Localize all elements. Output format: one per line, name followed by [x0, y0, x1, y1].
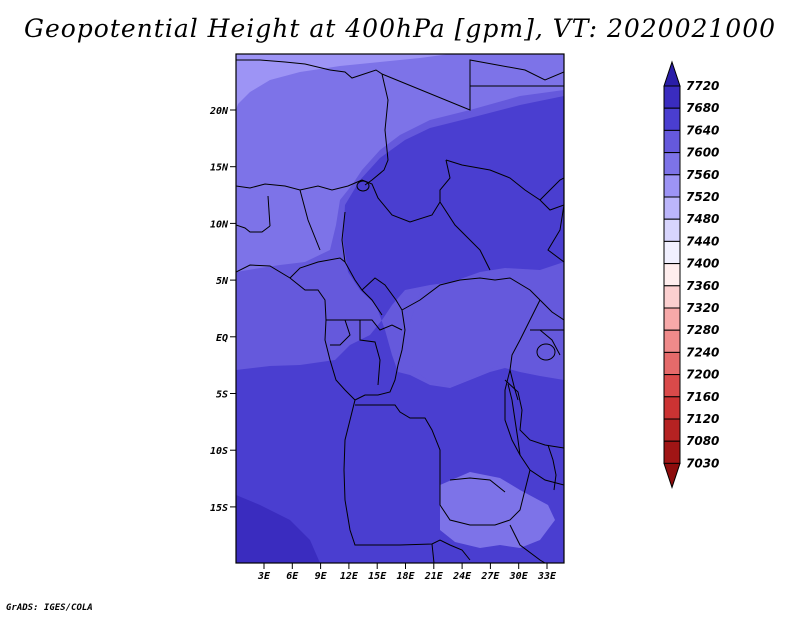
colorbar-swatch [663, 329, 681, 353]
lon-tick-label: 27E [480, 571, 500, 582]
lat-tick-label: 5N [216, 276, 229, 287]
colorbar-swatch [663, 307, 681, 331]
fill-7680-region [236, 495, 320, 563]
colorbar-swatch [663, 240, 681, 265]
lon-tick-label: 21E [424, 571, 444, 582]
lake-victoria [536, 343, 556, 361]
colorbar-level-label: 7480 [686, 212, 719, 226]
colorbar-level-label: 7280 [686, 323, 719, 337]
colorbar-swatch [663, 85, 681, 109]
colorbar-level-label: 7030 [686, 456, 719, 470]
fill-7600-east-region [405, 268, 564, 386]
lon-tick-label: 33E [537, 571, 557, 582]
lon-tick-label: 18E [396, 571, 415, 582]
colorbar-level-label: 7600 [686, 146, 719, 160]
colorbar: 7720 7680 7640 7600 7560 7520 7480 7440 7400 7360… [663, 60, 719, 489]
lake-malawi [547, 444, 557, 491]
colorbar-swatch [663, 263, 681, 287]
lon-tick-label: 6E [286, 571, 299, 582]
colorbar-level-label: 7680 [686, 101, 719, 115]
lon-tick-label: 9E [315, 571, 328, 582]
colorbar-swatch [663, 285, 681, 309]
lat-tick-label: 5S [216, 390, 228, 401]
grads-credit: GrADS: IGES/COLA [6, 603, 93, 613]
colorbar-swatch [663, 351, 681, 376]
fill-7640-region [236, 96, 564, 563]
lon-tick-label: 24E [452, 571, 472, 582]
colorbar-bottom-arrow [663, 462, 681, 489]
colorbar-level-label: 7560 [686, 168, 719, 182]
lat-tick-label: EQ [216, 333, 228, 344]
latitude-axis: 20N 15N 10N 5N EQ 5S 10S 15S [209, 106, 236, 514]
colorbar-swatch [663, 218, 681, 242]
fill-7520-region [236, 54, 450, 110]
colorbar-swatch [663, 174, 681, 198]
colorbar-swatch [663, 418, 681, 442]
colorbar-level-label: 7640 [686, 123, 719, 137]
lakes [356, 180, 557, 491]
colorbar-level-label: 7400 [686, 257, 719, 271]
lake-chad [356, 180, 370, 192]
colorbar-level-label: 7440 [686, 234, 719, 248]
lat-tick-label: 15N [210, 163, 229, 174]
colorbar-level-label: 7080 [686, 434, 719, 448]
colorbar-level-label: 7720 [686, 79, 719, 93]
colorbar-swatch [663, 396, 681, 420]
lon-tick-label: 12E [340, 571, 359, 582]
colorbar-swatch [663, 440, 681, 464]
fill-7560-region [236, 54, 564, 272]
colorbar-level-label: 7240 [686, 345, 719, 359]
colorbar-level-label: 7160 [686, 390, 719, 404]
colorbar-level-label: 7200 [686, 368, 719, 382]
colorbar-swatch [663, 129, 681, 154]
lat-tick-label: 10N [210, 219, 229, 230]
lon-tick-label: 15E [368, 571, 387, 582]
colorbar-swatch [663, 152, 681, 176]
lon-tick-label: 3E [257, 571, 271, 582]
colorbar-level-label: 7320 [686, 301, 719, 315]
country-borders [236, 59, 564, 563]
lat-tick-label: 15S [210, 503, 228, 514]
longitude-axis: 3E 6E 9E 12E 15E 18E 21E 24E 27E 30E 33E [257, 563, 557, 582]
lat-tick-label: 20N [209, 106, 229, 117]
lon-tick-label: 30E [509, 571, 529, 582]
lat-tick-label: 10S [210, 446, 228, 457]
colorbar-level-label: 7360 [686, 279, 719, 293]
fill-7600-southeast-region [440, 472, 555, 548]
colorbar-level-label: 7120 [686, 412, 719, 426]
contour-fill [236, 54, 564, 563]
colorbar-swatch [663, 196, 681, 220]
colorbar-swatch [663, 107, 681, 131]
lake-tanganyika [507, 383, 521, 456]
colorbar-swatch [663, 374, 681, 398]
map-title: Geopotential Height at 400hPa [gpm], VT:… [23, 14, 777, 43]
colorbar-level-label: 7520 [686, 190, 719, 204]
colorbar-top-arrow [663, 60, 681, 87]
map-frame [235, 53, 565, 564]
